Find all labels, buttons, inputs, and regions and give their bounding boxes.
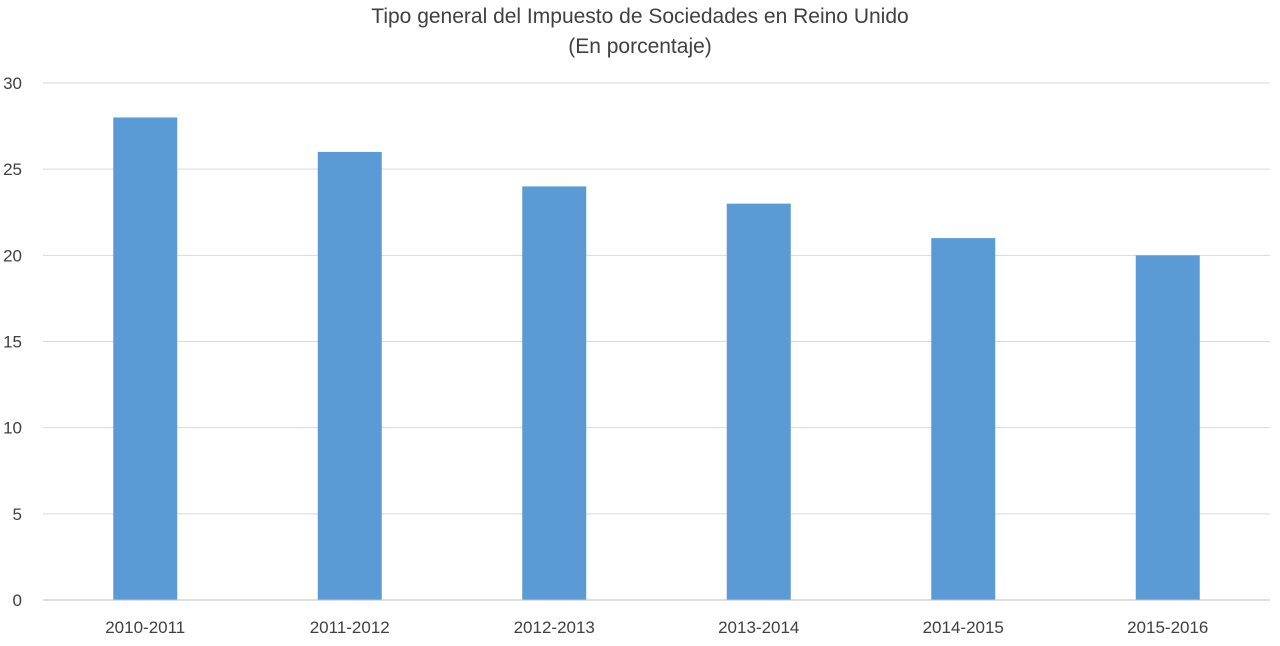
bars — [113, 117, 1200, 601]
x-axis-tick-labels: 2010-2011 2011-2012 2012-2013 2013-2014 2014… — [105, 618, 1208, 637]
bar — [1135, 255, 1200, 601]
x-tick-label: 2015-2016 — [1127, 618, 1208, 637]
bar — [931, 238, 996, 600]
bar — [726, 203, 791, 600]
x-tick-label: 2013-2014 — [718, 618, 799, 637]
bar — [522, 186, 587, 600]
y-tick-label: 30 — [3, 74, 22, 93]
y-tick-label: 0 — [13, 591, 22, 610]
y-axis-tick-labels: 0 5 10 15 20 25 30 — [3, 74, 22, 610]
chart-subtitle: (En porcentaje) — [568, 35, 712, 58]
chart-title: Tipo general del Impuesto de Sociedades … — [371, 5, 908, 28]
x-tick-label: 2010-2011 — [105, 618, 185, 637]
bar — [113, 117, 178, 600]
y-tick-label: 20 — [3, 246, 22, 265]
x-tick-label: 2014-2015 — [923, 618, 1004, 637]
gridlines — [43, 82, 1270, 515]
x-tick-label: 2011-2012 — [310, 618, 390, 637]
bar — [317, 151, 382, 600]
y-tick-label: 25 — [3, 160, 22, 179]
y-tick-label: 15 — [3, 333, 22, 352]
y-tick-label: 5 — [13, 505, 22, 524]
x-tick-label: 2012-2013 — [514, 618, 595, 637]
y-tick-label: 10 — [3, 419, 22, 438]
